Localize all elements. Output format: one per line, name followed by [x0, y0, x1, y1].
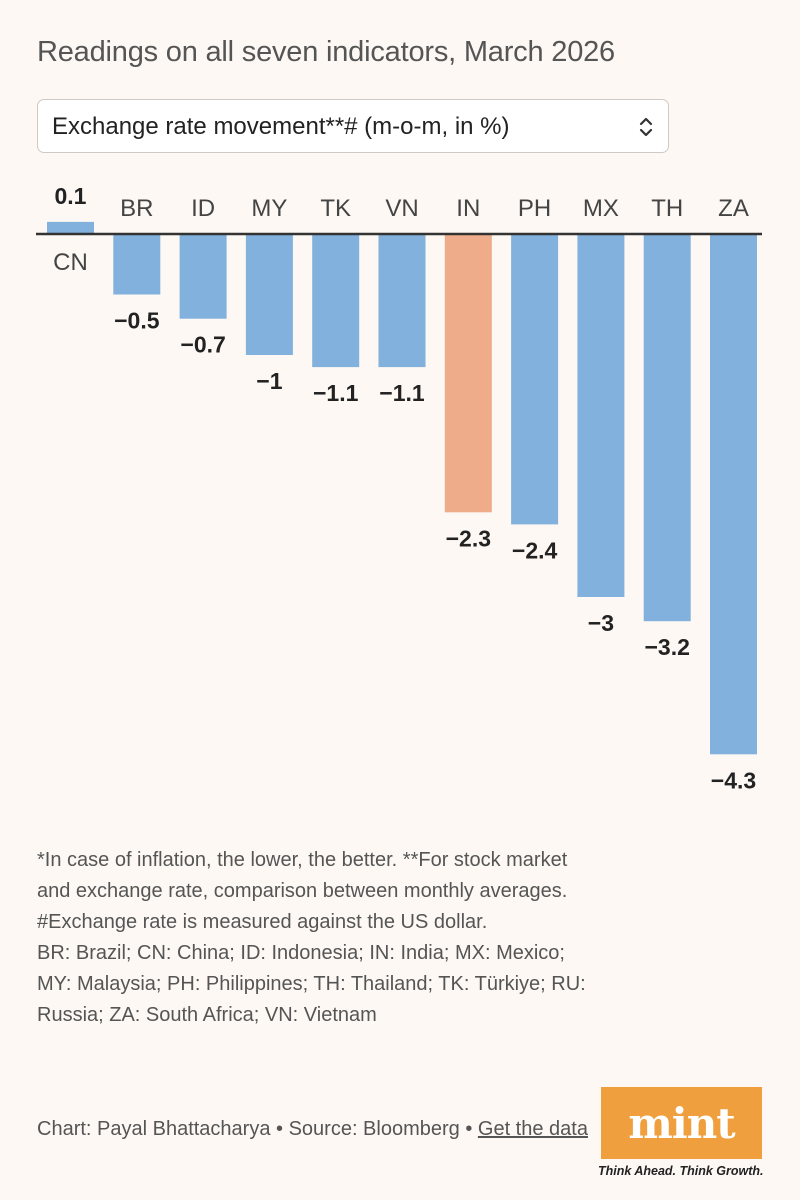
category-label-br: BR: [120, 195, 153, 222]
bar-chart: CN 0.1 BR −0.5 ID −0.7 MY −1 TK −1.1 VN −1.1 IN −2.3 P…: [36, 183, 762, 793]
get-data-link[interactable]: Get the data: [477, 1118, 588, 1140]
bar-mx: [577, 234, 625, 597]
value-label-in: −2.3: [446, 525, 491, 551]
credit-text: Chart: Payal Bhattacharya • Source: Bloo…: [37, 1118, 478, 1140]
country-legend: BR: Brazil; CN: China; ID: Indonesia; IN…: [37, 942, 586, 1026]
bar-za: [710, 234, 757, 755]
bar-tk: [312, 234, 360, 368]
value-label-vn: −1.1: [379, 380, 425, 406]
chart-credit: Chart: Payal Bhattacharya • Source: Bloo…: [37, 1114, 597, 1145]
value-label-th: −3.2: [644, 634, 689, 660]
bar-br: [113, 234, 161, 295]
bar-cn: [47, 221, 94, 234]
value-label-ph: −2.4: [512, 537, 558, 563]
bar-vn: [378, 234, 426, 368]
bar-my: [245, 234, 293, 355]
value-label-za: −4.3: [711, 767, 756, 793]
category-label-tk: TK: [320, 195, 351, 222]
value-label-br: −0.5: [114, 308, 160, 334]
category-label-in: IN: [456, 195, 480, 222]
updown-chevron-icon: [639, 117, 653, 137]
bar-in: [444, 234, 492, 513]
logo-tagline: Think Ahead. Think Growth.: [598, 1164, 764, 1178]
footnote: *In case of inflation, the lower, the be…: [37, 849, 568, 933]
value-label-my: −1: [256, 368, 282, 394]
value-label-id: −0.7: [180, 332, 225, 358]
category-label-th: TH: [651, 195, 683, 222]
indicator-select[interactable]: Exchange rate movement**# (m-o-m, in %): [37, 99, 669, 153]
category-label-my: MY: [251, 195, 287, 222]
value-label-cn: 0.1: [55, 183, 87, 209]
bar-ph: [511, 234, 559, 525]
category-label-za: ZA: [718, 195, 749, 222]
bar-id: [179, 234, 227, 319]
value-label-tk: −1.1: [313, 380, 359, 406]
category-label-mx: MX: [583, 195, 619, 222]
logo-text: mint: [628, 1098, 735, 1148]
indicator-select-value: Exchange rate movement**# (m-o-m, in %): [52, 113, 510, 140]
chart-title: Readings on all seven indicators, March …: [37, 36, 615, 68]
value-label-mx: −3: [588, 610, 614, 636]
chart-notes: *In case of inflation, the lower, the be…: [37, 845, 597, 1031]
category-label-ph: PH: [518, 195, 551, 222]
bar-th: [643, 234, 691, 622]
category-label-cn: CN: [53, 249, 88, 276]
mint-logo: mint: [601, 1087, 762, 1159]
category-label-id: ID: [191, 195, 215, 222]
category-label-vn: VN: [385, 195, 418, 222]
